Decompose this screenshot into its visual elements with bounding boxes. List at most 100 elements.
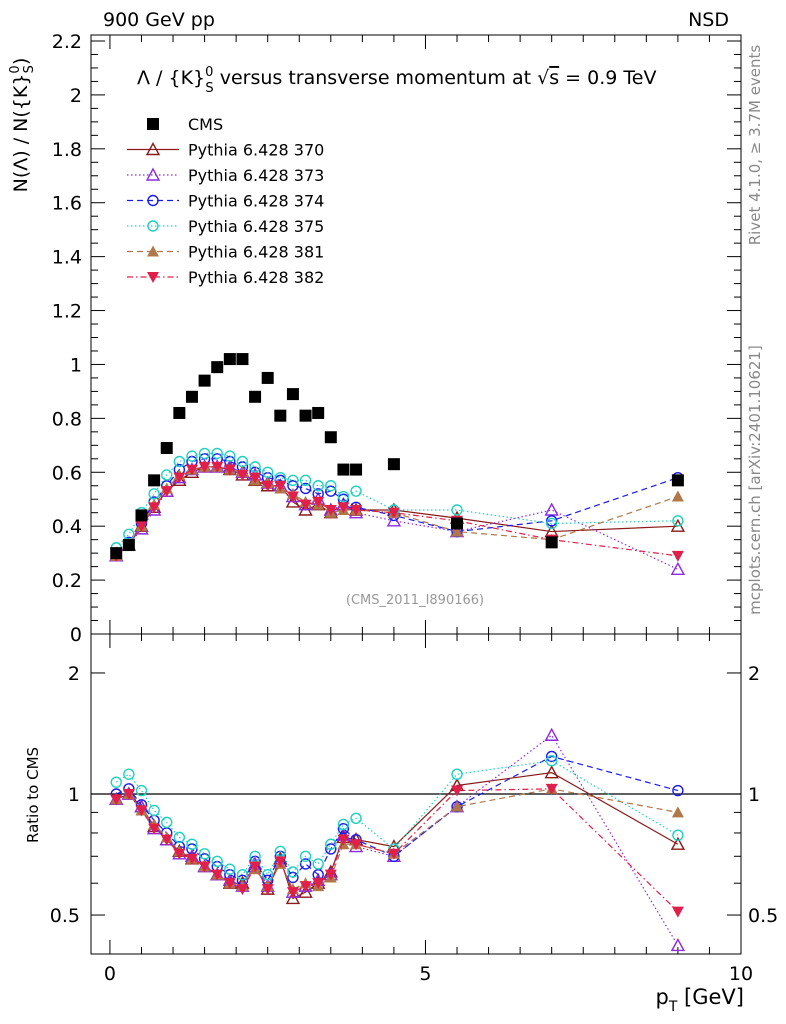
ratio-pythia-6-428-375 [110,755,684,881]
data-point [198,374,211,387]
ratio-axes: 0 5 10 0.5 0.5 1 1 2 2 [50,620,778,985]
ratio-point [324,869,337,881]
ratio-point [198,861,211,873]
ratio-point [286,887,299,899]
data-point [223,464,236,476]
data-point [324,431,337,444]
data-point [185,390,198,403]
ratio-point [261,868,274,881]
data-point [312,406,325,419]
ratio-pythia-6-428-374 [110,750,684,887]
data-point [211,461,224,473]
ratio-point [545,755,558,767]
ratio-line [116,755,679,882]
ratio-point [161,816,173,829]
legend-label: Pythia 6.428 382 [188,268,324,287]
data-point [350,463,363,476]
analysis-watermark: (CMS_2011_I890166) [346,593,484,608]
legend-marker [145,167,161,181]
data-point [337,502,350,514]
ratio-pythia-6-428-370 [109,765,686,905]
data-point [299,499,312,511]
data-point [451,517,464,530]
svg-text:N(Λ) / N({K}0S): N(Λ) / N({K}0S) [8,58,37,193]
ratio-point [236,868,249,881]
ratio-point [325,843,337,855]
legend-marker [145,142,161,156]
data-point [312,480,324,492]
legend-entry: Pythia 6.428 381 [127,243,324,262]
data-point [386,513,402,527]
data-point [135,521,148,533]
data-point [337,490,350,503]
ratio-point [312,878,325,890]
y-tick-label: 2.2 [52,31,82,53]
ratio-point [261,884,274,896]
data-point [350,485,362,497]
data-point [261,480,274,492]
ratio-point [211,869,224,881]
data-point [545,517,558,530]
ratio-point [285,890,301,905]
ratio-point [198,848,211,860]
data-point [161,469,173,481]
data-point [274,480,287,492]
ratio-point [185,853,198,865]
x-axis-label: pT [GeV] [655,985,744,1015]
data-point [350,505,363,517]
data-point [160,486,173,498]
ratio-series [109,727,686,952]
y-tick-label: 0.8 [52,408,82,430]
y-axis-label-ratio: Ratio to CMS [24,747,42,843]
y-tick-label: 0 [70,624,82,646]
ratio-line [116,734,679,946]
y-tick-label-right: 1 [748,784,760,806]
y-tick-label: 1.2 [52,301,82,323]
ratio-line [116,772,679,900]
rivet-label: Rivet 4.1.0, ≥ 3.7M events [746,45,764,246]
data-point [148,502,161,514]
ratio-point [274,856,287,868]
legend-label: Pythia 6.428 370 [188,141,324,160]
ratio-point [110,776,122,788]
y-tick-label: 1 [68,784,80,806]
mcplots-label: mcplots.cern.ch [arXiv:2401.10621] [746,345,764,615]
ratio-point [135,805,148,817]
y-tick-label: 1.8 [52,139,82,161]
data-point [670,518,686,532]
data-point [299,482,312,495]
ratio-point [148,823,161,835]
ratio-pythia-6-428-373 [109,727,686,952]
ratio-point [249,861,262,873]
y-tick-label: 0.2 [52,570,82,592]
data-point [451,525,464,537]
ratio-point [287,866,299,878]
data-point [672,515,684,527]
series-cms [110,353,684,560]
data-point [544,502,559,516]
ratio-point [224,863,236,875]
y-tick-label: 1 [70,354,82,376]
ratio-point [670,938,686,952]
header-left: 900 GeV pp [103,9,215,31]
ratio-point [223,878,236,890]
data-point [387,458,400,471]
ratio-line [115,760,679,876]
ratio-point [236,884,249,896]
data-point [160,442,173,455]
legend-marker [147,194,159,207]
data-point [387,507,400,519]
legend-label: Pythia 6.428 375 [188,217,324,236]
ratio-point [299,881,312,893]
legend-entry: Pythia 6.428 373 [127,166,324,185]
ratio-point [545,783,558,795]
data-point [671,550,684,562]
data-point [286,388,299,401]
data-point [198,461,211,473]
legend-marker [147,118,159,130]
ratio-pythia-6-428-382 [110,783,684,918]
ratio-point [671,806,684,818]
data-point [299,474,312,487]
data-point [325,480,337,492]
data-point [185,464,198,476]
